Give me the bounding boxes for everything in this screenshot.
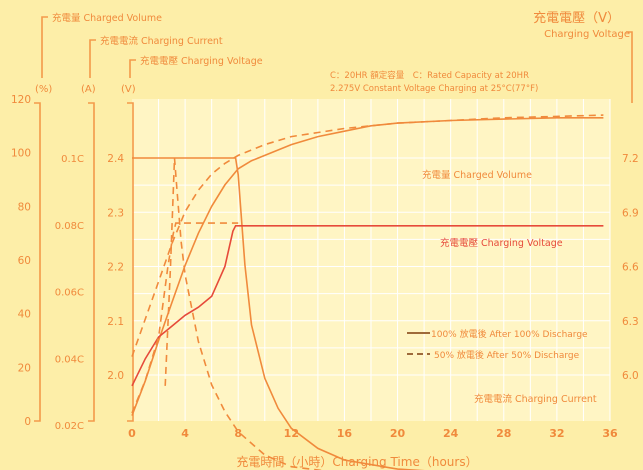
voltage-right-tick-label: 6.3 [622, 316, 639, 328]
header-current-label: 充電電流 Charging Current [100, 35, 223, 47]
legend: 100% 放電後 After 100% Discharge 50% 放電後 Af… [407, 328, 588, 361]
x-axis-ticks: 0 4 8 12 16 20 24 28 32 36 [128, 427, 618, 440]
percent-tick-label: 60 [18, 255, 31, 267]
voltage-right-tick-label: 6.0 [622, 370, 639, 382]
series-voltage_100 [131, 225, 604, 387]
series-lines [131, 114, 604, 470]
percent-tick-label: 100 [11, 148, 31, 160]
header-brackets [41, 16, 633, 103]
voltage-tick-label: 2.1 [107, 316, 124, 328]
current-tick-label: 0.1C [61, 154, 84, 165]
bracket-voltage [129, 59, 136, 78]
voltage-tick-label: 2.3 [107, 207, 124, 219]
note-line-2: 2.275V Constant Voltage Charging at 25°C… [330, 84, 538, 94]
grid-lines [132, 99, 611, 421]
right-axis-subtitle: Charging Voltage [544, 29, 630, 40]
current-tick-label: 0.02C [55, 421, 84, 432]
x-axis-label: 充電時間（小時）Charging Time（hours） [236, 454, 477, 469]
x-tick-label: 32 [549, 427, 564, 440]
percent-tick-label: 0 [24, 416, 31, 428]
x-tick-label: 0 [128, 427, 136, 440]
series-voltage_50_drop [164, 157, 176, 386]
voltage-tick-label: 2.2 [107, 262, 124, 274]
voltage-tick-label: 2.4 [107, 153, 124, 165]
y-axis-ticks: 0 20 40 60 80 100 120 0.02C 0.04C 0.06C 0.08C 0.1C 2… [11, 94, 639, 432]
x-tick-label: 28 [496, 427, 511, 440]
x-tick-label: 16 [337, 427, 353, 440]
x-tick-label: 36 [602, 427, 618, 440]
percent-axis-line [34, 102, 41, 422]
unit-percent: (%) [35, 84, 52, 95]
label-charged-volume: 充電量 Charged Volume [422, 169, 532, 181]
voltage-tick-label: 2.0 [107, 370, 124, 382]
x-tick-label: 8 [234, 427, 242, 440]
percent-tick-label: 20 [18, 362, 31, 374]
header-volume-label: 充電量 Charged Volume [52, 12, 162, 24]
bracket-right [626, 31, 633, 103]
series-voltage_50 [131, 222, 239, 414]
x-tick-label: 24 [443, 427, 459, 440]
label-charging-current: 充電電流 Charging Current [474, 393, 597, 405]
label-charging-voltage: 充電電壓 Charging Voltage [440, 237, 563, 249]
voltage-right-tick-label: 6.6 [622, 262, 639, 274]
x-tick-label: 20 [390, 427, 406, 440]
percent-tick-label: 120 [11, 94, 31, 106]
current-axis-line [88, 102, 95, 422]
current-tick-label: 0.08C [55, 221, 84, 232]
bracket-volume [41, 16, 48, 78]
note-line-1: C：20HR 額定容量 C：Rated Capacity at 20HR [330, 70, 529, 81]
voltage-right-tick-label: 7.2 [622, 153, 639, 165]
voltage-axis-line [127, 102, 134, 422]
percent-tick-label: 80 [18, 201, 31, 213]
x-tick-label: 4 [181, 427, 189, 440]
header-voltage-label: 充電電壓 Charging Voltage [140, 55, 263, 67]
legend-solid-label: 100% 放電後 After 100% Discharge [431, 328, 588, 340]
series-volume_100 [131, 117, 604, 416]
bracket-current [89, 39, 96, 78]
unit-amp: (A) [81, 84, 96, 95]
voltage-right-tick-label: 6.9 [622, 207, 639, 219]
right-axis-title: 充電電壓（V） [533, 10, 620, 26]
series-current_100 [132, 157, 425, 470]
current-tick-label: 0.06C [55, 288, 84, 299]
series-volume_50 [131, 114, 604, 357]
axis-lines [34, 102, 134, 422]
current-tick-label: 0.04C [55, 354, 84, 365]
percent-tick-label: 40 [18, 309, 31, 321]
unit-volt: (V) [121, 84, 136, 95]
legend-dashed-label: 50% 放電後 After 50% Discharge [434, 349, 580, 361]
